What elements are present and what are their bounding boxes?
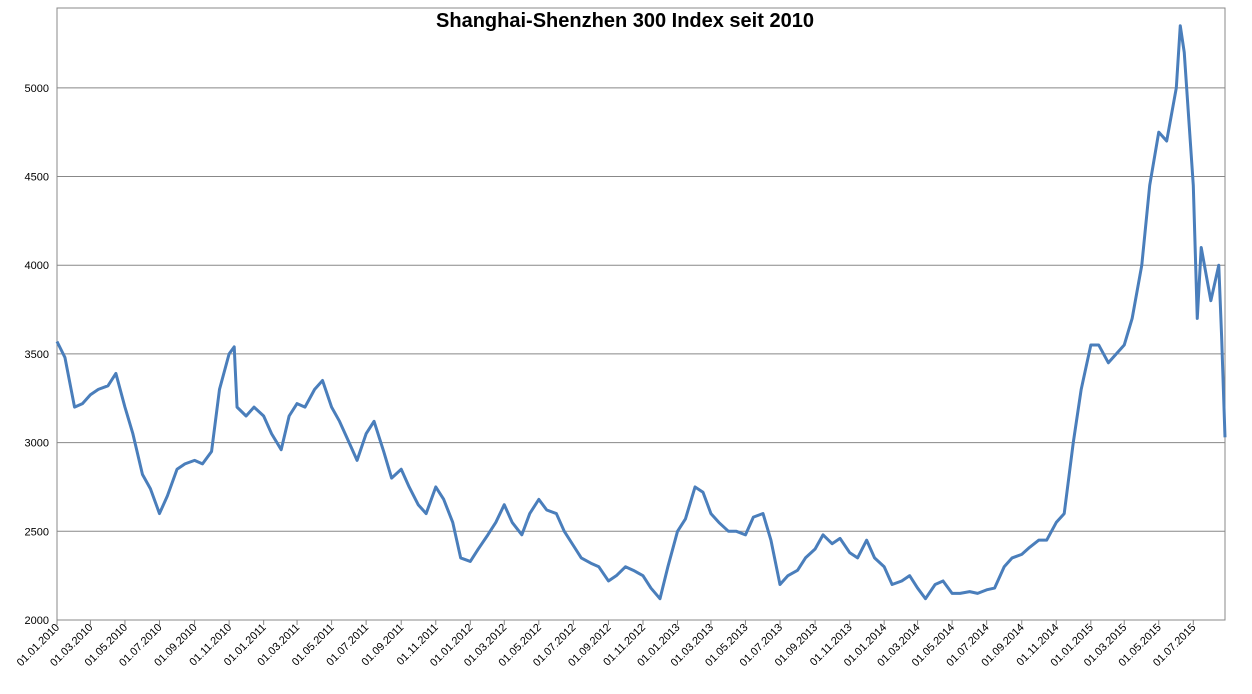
y-tick-label: 4500 xyxy=(25,172,49,184)
y-tick-label: 2000 xyxy=(25,615,49,627)
plot-border xyxy=(56,7,1226,621)
y-tick-label: 3500 xyxy=(25,349,49,361)
y-tick-label: 5000 xyxy=(25,83,49,95)
chart-title: Shanghai-Shenzhen 300 Index seit 2010 xyxy=(436,10,814,32)
y-tick-label: 3000 xyxy=(25,438,49,450)
line-series xyxy=(55,24,1227,601)
y-tick-label: 2500 xyxy=(25,526,49,538)
y-tick-label: 4000 xyxy=(25,260,49,272)
